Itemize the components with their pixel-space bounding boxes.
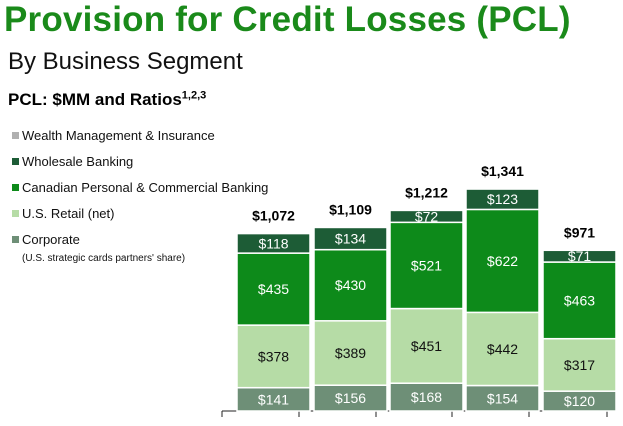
bar-wholesale-2 — [389, 209, 464, 224]
page-subtitle: By Business Segment — [8, 48, 243, 75]
total-label-1: $1,109 — [329, 201, 372, 217]
legend-swatch-wholesale — [12, 158, 19, 165]
data-label-wholesale-3: $123 — [487, 191, 518, 207]
data-label-canadian-pcb-3: $622 — [487, 253, 518, 269]
legend-label-canadian-pcb: Canadian Personal & Commercial Banking — [22, 180, 269, 195]
data-label-wholesale-2: $72 — [415, 208, 439, 224]
bar-us-retail-0 — [236, 324, 311, 389]
data-label-corporate-0: $141 — [258, 391, 289, 407]
data-label-us-retail-4: $317 — [564, 357, 595, 373]
data-label-corporate-2: $168 — [411, 389, 442, 405]
bar-wholesale-0 — [236, 232, 311, 254]
legend-swatch-us-retail — [12, 210, 19, 217]
data-label-canadian-pcb-1: $430 — [335, 277, 366, 293]
legend-item-us-retail: U.S. Retail (net) — [12, 206, 114, 221]
bar-canadian-pcb-1 — [313, 248, 388, 322]
bar-wholesale-1 — [313, 226, 388, 251]
total-label-2: $1,212 — [405, 184, 448, 200]
data-label-us-retail-2: $451 — [411, 338, 442, 354]
legend-label-wholesale: Wholesale Banking — [22, 154, 134, 169]
chart-heading: PCL: $MM and Ratios1,2,3 — [8, 90, 206, 110]
legend-item-canadian-pcb: Canadian Personal & Commercial Banking — [12, 180, 268, 195]
bar-corporate-2 — [389, 382, 464, 412]
data-label-corporate-4: $120 — [564, 393, 595, 409]
legend-item-wealth: Wealth Management & Insurance — [12, 128, 215, 143]
bar-us-retail-1 — [313, 320, 388, 386]
legend-label-wealth: Wealth Management & Insurance — [22, 128, 215, 143]
legend-swatch-corporate — [12, 236, 19, 243]
data-label-wholesale-0: $118 — [258, 235, 288, 251]
bar-wholesale-4 — [542, 249, 617, 263]
bar-canadian-pcb-3 — [465, 208, 540, 314]
data-label-us-retail-0: $378 — [258, 348, 289, 364]
data-label-wholesale-1: $134 — [335, 231, 366, 247]
data-label-corporate-3: $154 — [487, 390, 518, 406]
page-title: Provision for Credit Losses (PCL) — [4, 0, 571, 39]
chart-heading-text: PCL: $MM and Ratios — [8, 90, 182, 109]
data-label-corporate-1: $156 — [335, 390, 366, 406]
total-label-4: $971 — [564, 224, 595, 240]
legend-swatch-canadian-pcb — [12, 184, 19, 191]
data-label-us-retail-1: $389 — [335, 345, 366, 361]
bar-canadian-pcb-4 — [542, 261, 617, 340]
data-label-us-retail-3: $442 — [487, 341, 518, 357]
data-label-canadian-pcb-0: $435 — [258, 281, 289, 297]
legend-label-us-retail: U.S. Retail (net) — [22, 206, 115, 221]
legend-swatch-wealth — [12, 132, 19, 139]
data-label-canadian-pcb-2: $521 — [411, 257, 442, 273]
legend-label-corporate: Corporate — [22, 232, 80, 247]
bar-us-retail-3 — [465, 311, 540, 387]
bar-canadian-pcb-2 — [389, 221, 464, 310]
chart-heading-footnotes: 1,2,3 — [181, 89, 207, 102]
data-label-canadian-pcb-4: $463 — [564, 292, 595, 308]
data-label-wholesale-4: $71 — [568, 248, 592, 264]
total-label-3: $1,341 — [481, 163, 524, 179]
legend-note-corporate: (U.S. strategic cards partners' share) — [22, 253, 186, 264]
legend-item-wholesale: Wholesale Banking — [12, 154, 133, 169]
total-label-0: $1,072 — [252, 208, 295, 224]
bar-corporate-1 — [313, 384, 388, 412]
bar-wholesale-3 — [465, 188, 540, 211]
legend-item-corporate: Corporate — [12, 232, 80, 247]
